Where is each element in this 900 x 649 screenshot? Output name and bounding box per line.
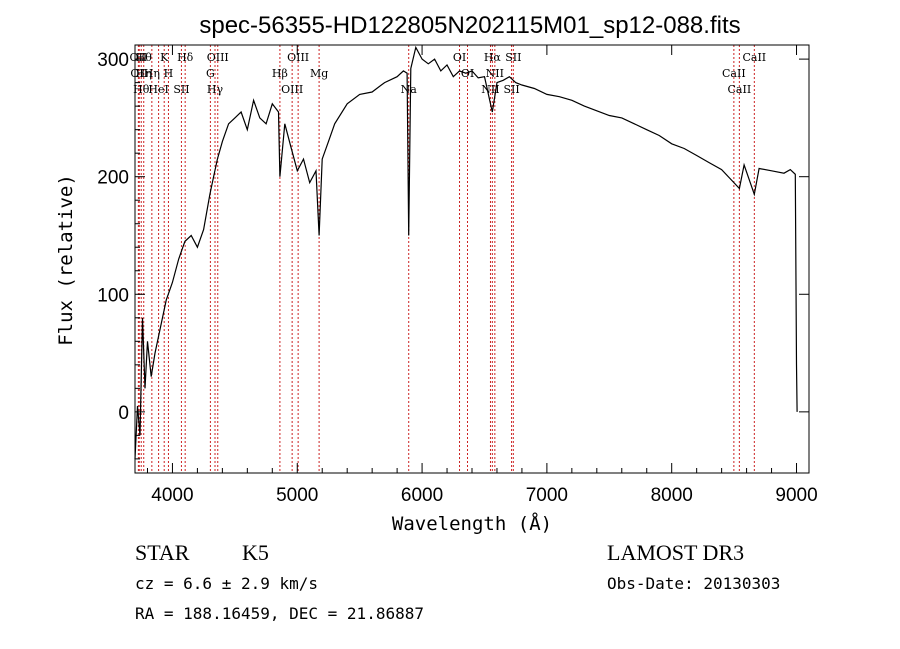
plot-frame	[134, 44, 810, 474]
line-marker-label: Hη	[136, 67, 152, 80]
y-axis-ticks: 0 100 200 300	[97, 50, 809, 460]
line-marker-label: G	[206, 67, 215, 80]
redshift-readout: cz = 6.6 ± 2.9 km/s	[135, 574, 319, 593]
line-marker-label: Hθ	[136, 51, 153, 64]
line-marker-label: OIII	[281, 83, 303, 96]
x-tick-label: 5000	[276, 485, 318, 506]
x-axis-ticks: 4000 5000 6000 7000 8000 9000	[146, 45, 818, 506]
line-marker-label: OI	[461, 67, 474, 80]
line-marker-label: Hγ	[207, 83, 224, 96]
line-marker-label: OIII	[287, 51, 309, 64]
spectral-subclass: K5	[242, 540, 269, 565]
line-marker-label: HeI	[148, 83, 168, 96]
line-marker-label: OII	[130, 51, 148, 64]
line-marker-label: Hβ	[272, 67, 288, 80]
line-marker-label: Na	[401, 83, 418, 96]
line-marker-label: CaII	[742, 51, 766, 64]
y-axis-label: Flux (relative)	[55, 174, 77, 346]
line-marker-label: Hθ	[133, 83, 150, 96]
y-tick-label: 200	[97, 168, 129, 189]
x-tick-label: 7000	[526, 485, 568, 506]
line-marker-label: CaII	[728, 83, 752, 96]
line-marker-label: OIII	[207, 51, 229, 64]
line-marker-label: Mg	[310, 67, 328, 80]
line-marker-label: Hη	[144, 67, 160, 80]
line-marker-label: OI	[453, 51, 466, 64]
line-marker-label: SII	[173, 83, 189, 96]
line-marker-label: Hα	[484, 51, 502, 64]
y-tick-label: 100	[97, 285, 129, 306]
line-markers	[137, 45, 755, 473]
line-marker-label: NII	[486, 67, 504, 80]
x-tick-label: 6000	[401, 485, 443, 506]
survey-name: LAMOST DR3	[607, 540, 745, 565]
line-marker-label: SII	[503, 83, 519, 96]
coordinates-readout: RA = 188.16459, DEC = 21.86887	[135, 604, 424, 623]
line-marker-label: H	[164, 67, 174, 80]
line-marker-label: K	[160, 51, 169, 64]
object-class: STAR	[135, 540, 190, 565]
x-tick-label: 8000	[651, 485, 693, 506]
x-axis-label: Wavelength (Å)	[392, 512, 552, 535]
line-marker-label: Hδ	[177, 51, 194, 64]
x-tick-label: 4000	[151, 485, 193, 506]
y-tick-label: 300	[97, 50, 129, 71]
y-tick-label: 0	[118, 403, 129, 424]
line-marker-label: CaII	[722, 67, 746, 80]
line-marker-labels: OIIOIIHθHθHηHηHeIKHSIIHδGHγOIIIHβOIIIOII…	[130, 51, 767, 96]
observation-date: Obs-Date: 20130303	[607, 574, 781, 593]
spectrum-line	[134, 45, 798, 459]
line-marker-label: SII	[505, 51, 521, 64]
chart-title: spec-56355-HD122805N202115M01_sp12-088.f…	[199, 12, 740, 39]
x-tick-label: 9000	[775, 485, 817, 506]
